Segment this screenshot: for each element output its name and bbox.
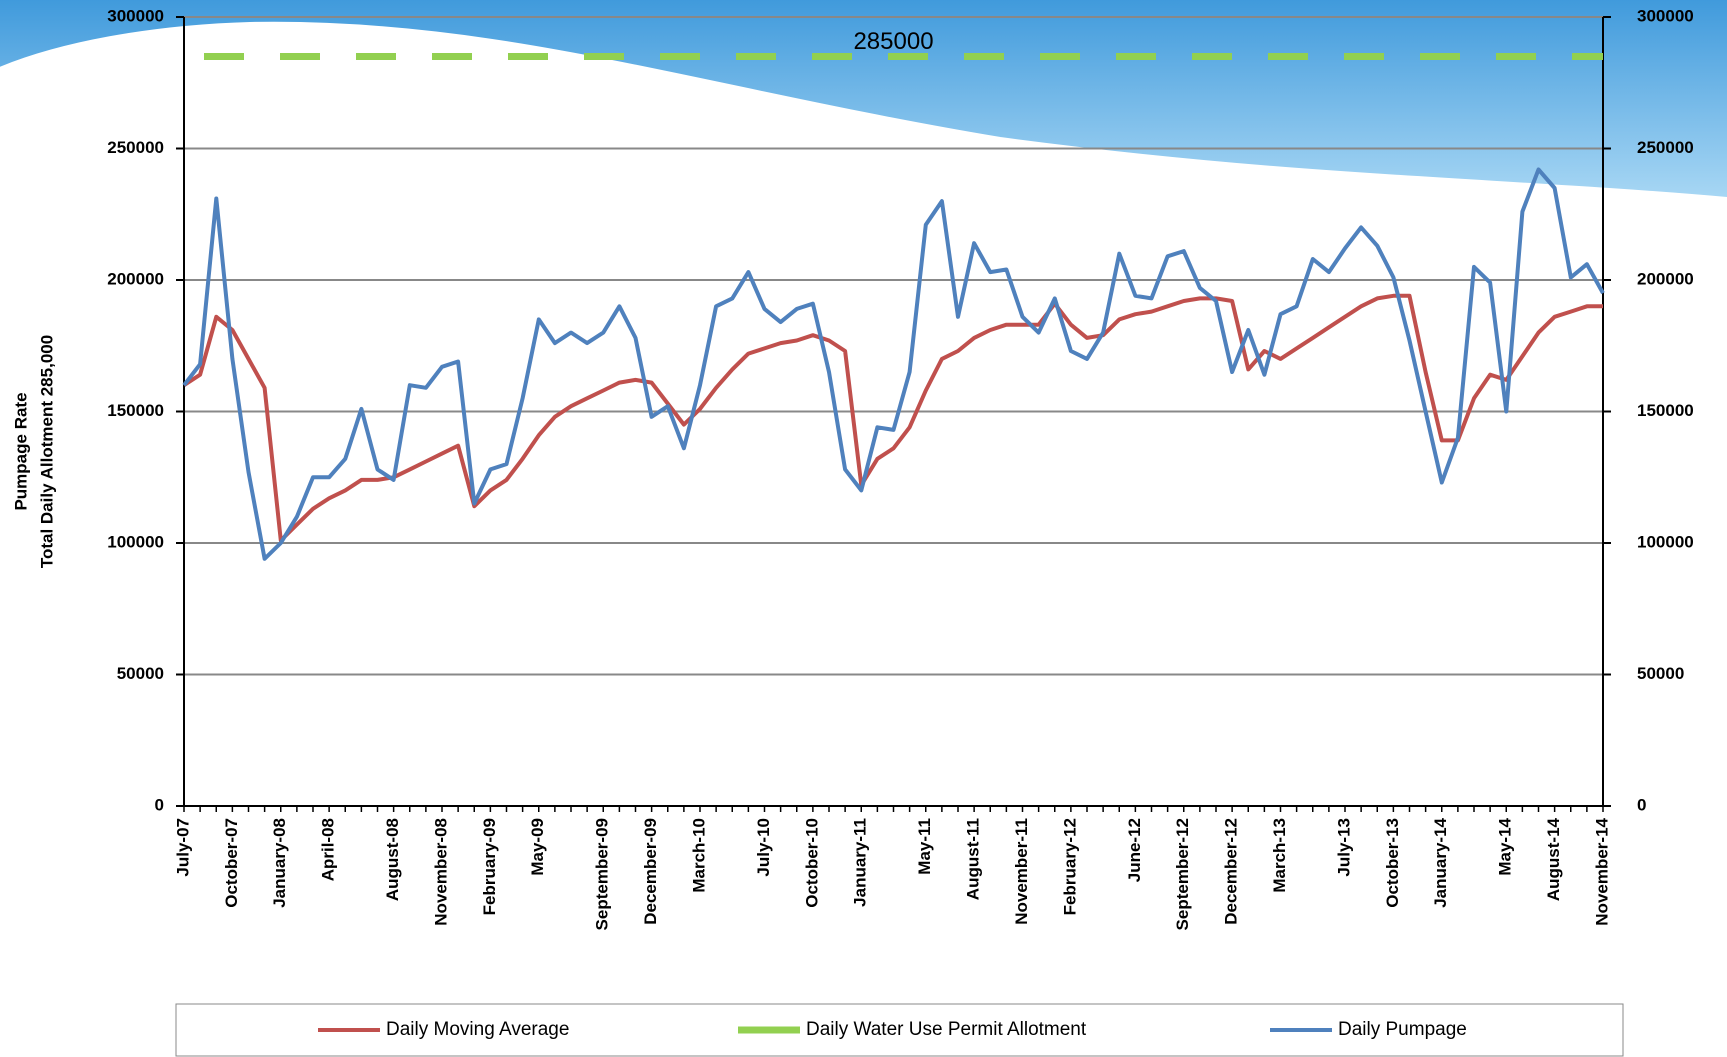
x-tick-label: October-10 [802,818,821,908]
x-tick-label: January-08 [270,818,289,908]
legend-label: Daily Moving Average [386,1019,569,1040]
x-tick-label: July-13 [1334,818,1353,877]
x-tick-label: August-14 [1544,817,1563,901]
x-tick-label: July-07 [173,818,192,877]
x-tick-label: February-09 [480,818,499,915]
x-tick-label: September-09 [593,818,612,930]
x-tick-label: September-12 [1173,818,1192,930]
y-tick-label: 250000 [107,138,164,157]
y-axis-title: Pumpage Rate [11,392,30,510]
x-tick-label: July-10 [754,818,773,877]
y2-tick-label: 250000 [1637,138,1694,157]
x-tick-label: November-11 [1012,818,1031,925]
x-tick-label: December-09 [641,818,660,925]
x-tick-label: October-07 [222,818,241,908]
x-tick-label: October-13 [1383,818,1402,908]
y-axis-title: Total Daily Allotment 285,000 [37,335,56,568]
x-tick-label: December-12 [1222,818,1241,925]
y-tick-label: 50000 [117,664,164,683]
x-tick-label: March-13 [1270,818,1289,893]
x-tick-label: February-12 [1060,818,1079,915]
x-tick-label: January-11 [851,818,870,907]
y2-tick-label: 50000 [1637,664,1684,683]
y-tick-label: 100000 [107,532,164,551]
x-tick-label: August-08 [383,818,402,901]
y2-tick-label: 100000 [1637,532,1694,551]
x-tick-label: May-14 [1496,817,1515,875]
x-tick-label: May-09 [528,818,547,876]
y2-tick-label: 0 [1637,795,1646,814]
x-tick-label: March-10 [689,818,708,893]
y-tick-label: 300000 [107,6,164,25]
x-tick-label: November-14 [1592,817,1611,925]
x-tick-label: May-11 [915,818,934,875]
chart: 0 50000 100000 150000 200000 250000 300000 0 500… [0,0,1727,1057]
y2-tick-label: 200000 [1637,269,1694,288]
y-tick-label: 150000 [107,401,164,420]
y-tick-label: 0 [155,795,164,814]
x-tick-label: April-08 [319,818,338,881]
allotment-label: 285000 [853,28,933,55]
legend-label: Daily Pumpage [1338,1019,1467,1040]
series-line [184,296,1603,541]
y2-tick-label: 150000 [1637,401,1694,420]
legend-label: Daily Water Use Permit Allotment [806,1019,1087,1040]
y2-tick-label: 300000 [1637,6,1694,25]
x-tick-label: August-11 [964,818,983,900]
x-tick-label: November-08 [431,818,450,926]
x-tick-label: June-12 [1125,818,1144,882]
y-tick-label: 200000 [107,269,164,288]
x-tick-label: January-14 [1431,817,1450,907]
series-line [184,170,1603,559]
